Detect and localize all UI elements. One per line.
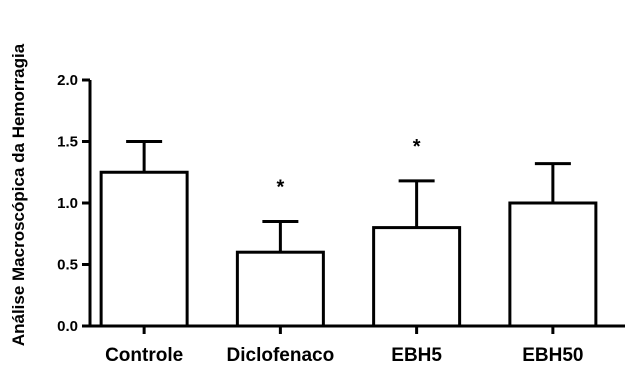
y-tick-group: 0.0 0.5 1.0 1.5 2.0 [57,72,90,335]
bar [508,201,598,328]
x-tick-label: Diclofenaco [227,345,335,366]
y-tick-label: 1.5 [57,134,78,151]
y-tick-label: 0.0 [57,318,78,335]
bar [372,226,462,328]
x-tick-label: EBH5 [391,345,442,366]
bar [235,250,325,328]
x-label-group: Controle Diclofenaco EBH5 EBH50 [105,345,583,366]
x-tick-label: EBH50 [522,345,583,366]
bar [99,170,189,328]
y-tick-label: 2.0 [57,72,78,89]
significance-marker: * [276,176,284,198]
significance-marker: * [413,136,421,158]
y-tick-label: 1.0 [57,195,78,212]
x-tick-label: Controle [105,345,183,366]
y-tick-label: 0.5 [57,257,78,274]
bar-group: ** [99,136,598,334]
y-axis-title: Análise Macroscópica da Hemorragia [9,43,28,346]
